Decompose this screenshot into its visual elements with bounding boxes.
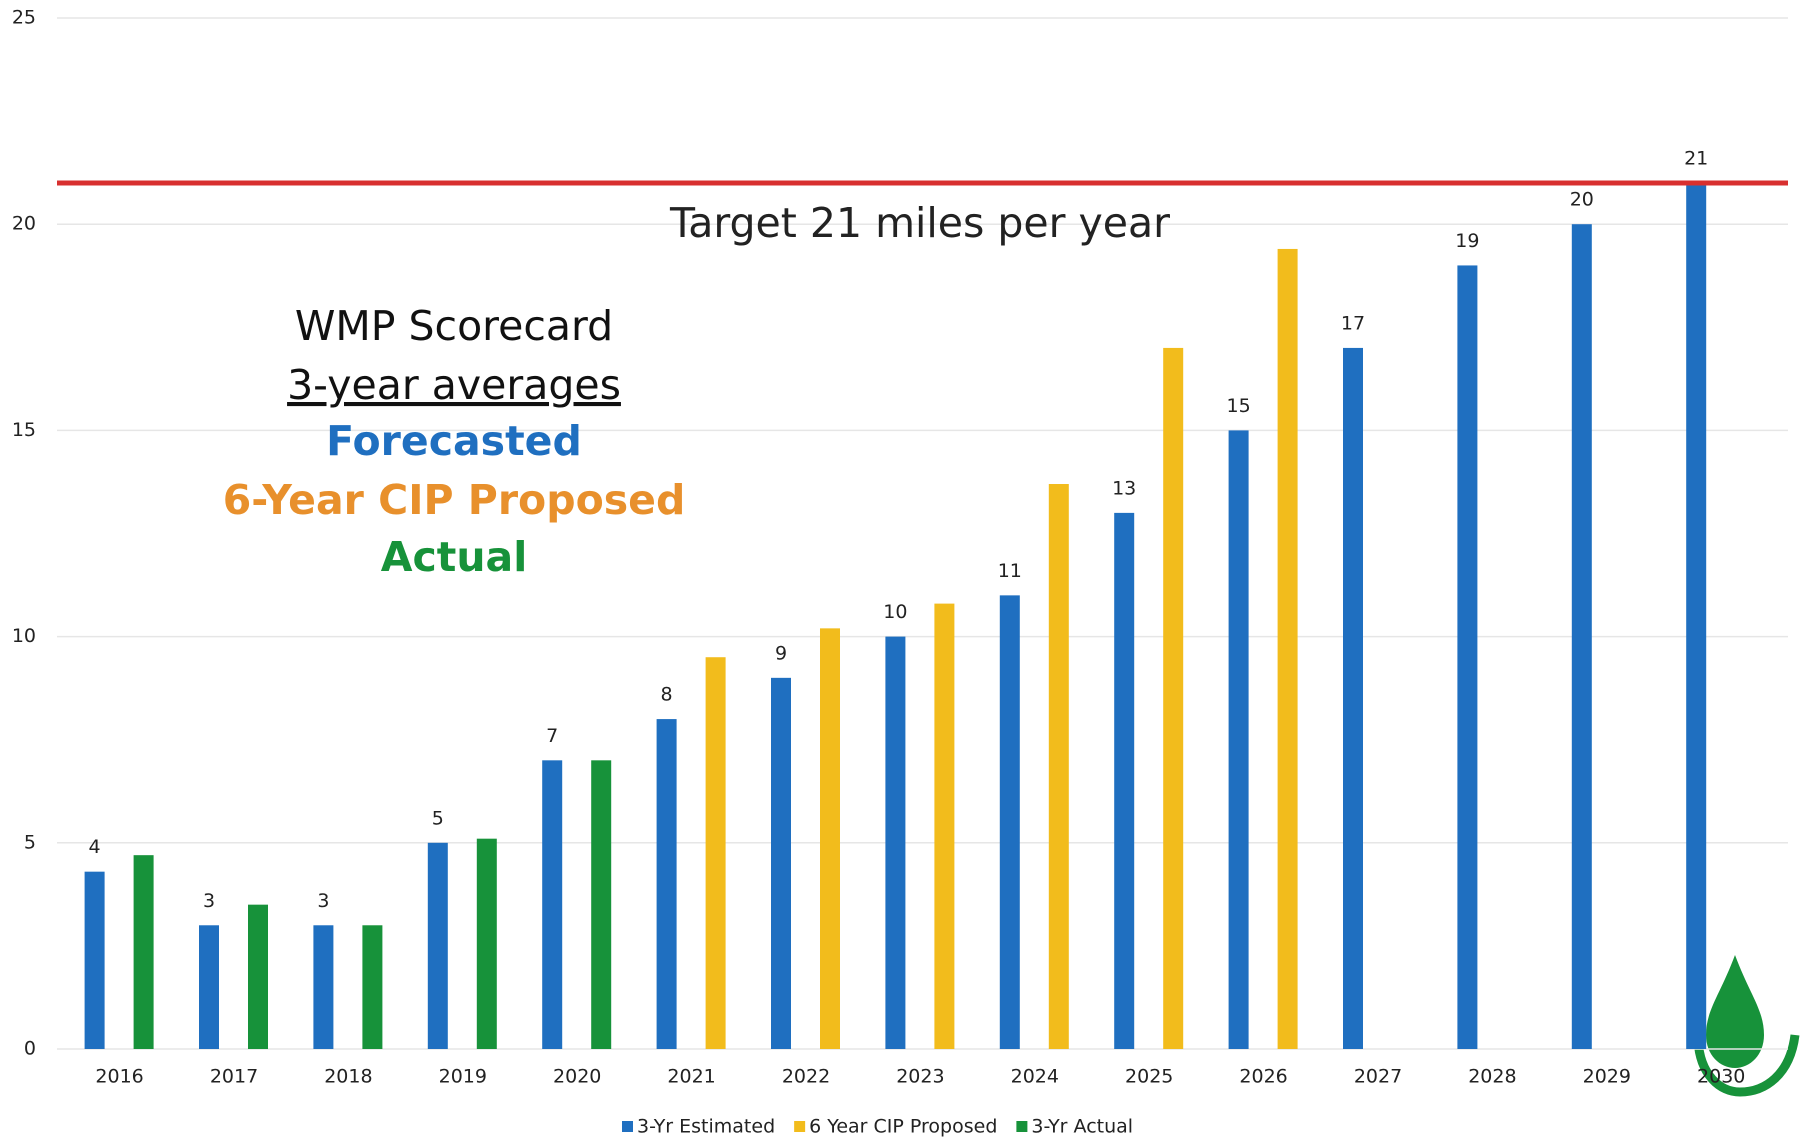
- bar: [885, 636, 906, 1049]
- bar: [427, 842, 448, 1049]
- x-tick-label: 2027: [1354, 1066, 1402, 1088]
- x-tick-label: 2020: [553, 1066, 601, 1088]
- x-tick-label: 2029: [1583, 1066, 1631, 1088]
- value-label: 20: [1570, 189, 1594, 211]
- x-tick-label: 2019: [439, 1066, 487, 1088]
- value-label: 5: [432, 807, 444, 829]
- logo: [1693, 955, 1800, 1097]
- value-label: 7: [546, 725, 558, 747]
- value-label: 4: [89, 836, 101, 858]
- y-tick-label: 20: [12, 213, 36, 235]
- value-label: 21: [1684, 147, 1708, 169]
- x-tick-label: 2017: [210, 1066, 258, 1088]
- bar: [476, 838, 497, 1049]
- value-label: 8: [661, 684, 673, 706]
- legend-label: 3-Yr Estimated: [637, 1116, 775, 1138]
- bar: [999, 595, 1020, 1049]
- bar: [542, 760, 563, 1049]
- bar: [820, 628, 840, 1049]
- y-tick-label: 15: [12, 419, 36, 441]
- bar: [84, 871, 105, 1049]
- bar: [771, 677, 791, 1049]
- value-label: 10: [883, 601, 907, 623]
- bar: [1277, 248, 1298, 1050]
- bar: [591, 760, 612, 1049]
- value-label: 19: [1455, 230, 1479, 252]
- bar: [705, 657, 726, 1049]
- annotation: Actual: [381, 533, 528, 581]
- bar: [133, 855, 154, 1049]
- annotation: Forecasted: [326, 417, 582, 465]
- bar: [313, 925, 334, 1049]
- x-tick-label: 2028: [1468, 1066, 1516, 1088]
- legend-label: 6 Year CIP Proposed: [809, 1116, 997, 1138]
- bar: [1114, 512, 1135, 1049]
- x-tick-label: 2030: [1697, 1066, 1745, 1088]
- x-tick-label: 2024: [1011, 1066, 1059, 1088]
- value-label: 11: [998, 560, 1022, 582]
- bar: [1048, 484, 1069, 1050]
- bar: [656, 719, 677, 1049]
- annotation: WMP Scorecard: [295, 302, 613, 350]
- legend-swatch: [794, 1121, 806, 1132]
- y-tick-label: 25: [12, 7, 36, 29]
- bar: [1686, 182, 1707, 1049]
- value-label: 17: [1341, 312, 1365, 334]
- legend-swatch: [1016, 1121, 1028, 1132]
- bar: [1571, 224, 1592, 1049]
- value-label: 13: [1112, 477, 1136, 499]
- x-tick-label: 2016: [95, 1066, 143, 1088]
- y-tick-label: 5: [24, 831, 36, 853]
- value-label: 3: [317, 890, 329, 912]
- x-tick-label: 2023: [896, 1066, 944, 1088]
- y-tick-label: 10: [12, 625, 36, 647]
- x-tick-label: 2025: [1125, 1066, 1173, 1088]
- bar: [248, 904, 268, 1049]
- annotation: 3-year averages: [287, 361, 621, 409]
- y-tick-label: 0: [24, 1038, 36, 1060]
- x-tick-label: 2022: [782, 1066, 830, 1088]
- bar: [199, 925, 219, 1049]
- target-label: Target 21 miles per year: [669, 199, 1170, 247]
- legend-label: 3-Yr Actual: [1031, 1116, 1133, 1138]
- legend-swatch: [622, 1121, 633, 1132]
- x-tick-label: 2021: [667, 1066, 715, 1088]
- value-label: 3: [203, 890, 215, 912]
- bar: [934, 603, 955, 1049]
- bar: [1343, 347, 1363, 1049]
- x-tick-label: 2026: [1239, 1066, 1287, 1088]
- bar: [1228, 430, 1249, 1049]
- annotation: 6-Year CIP Proposed: [223, 476, 686, 524]
- x-tick-label: 2018: [324, 1066, 372, 1088]
- bar: [1163, 347, 1184, 1049]
- bar: [1457, 265, 1478, 1049]
- value-label: 9: [775, 642, 787, 664]
- bar: [362, 925, 383, 1049]
- value-label: 15: [1227, 395, 1251, 417]
